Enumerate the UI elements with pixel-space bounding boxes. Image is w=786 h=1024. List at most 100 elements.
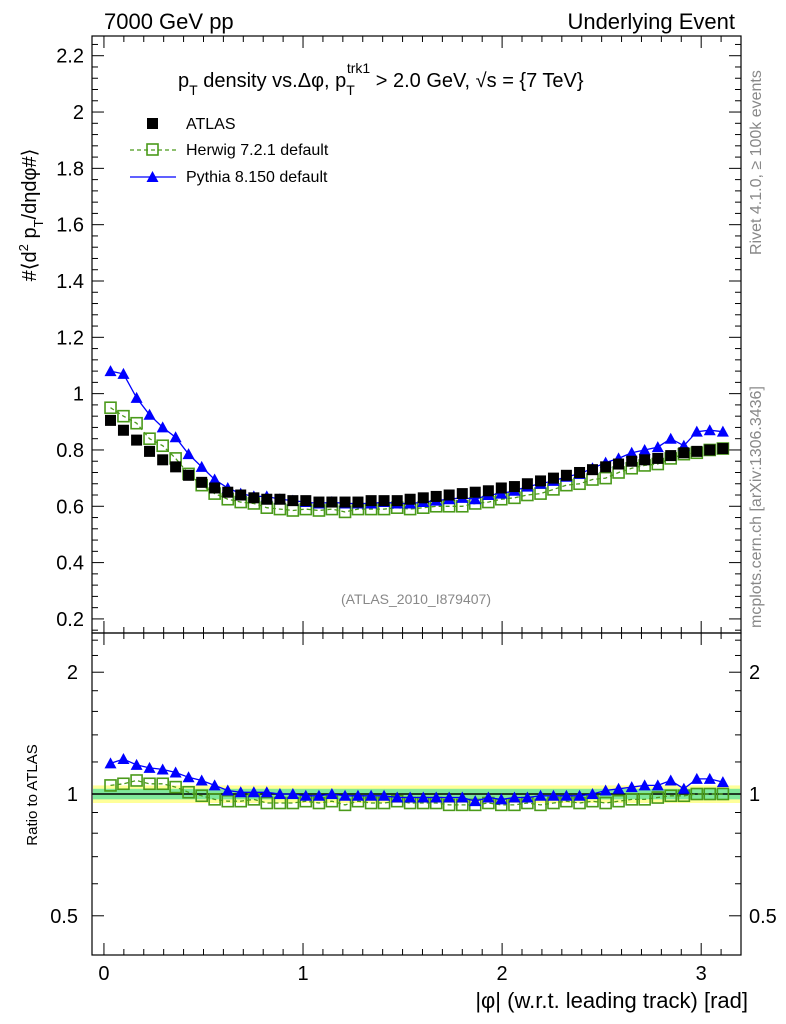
plot-title: pT density vs.Δφ, pTtrk1 > 2.0 GeV, √s =…: [178, 60, 584, 98]
main-point-filled-triangle: [690, 425, 703, 437]
ratio-point-filled-triangle: [365, 789, 378, 801]
ratio-point-open-square: [195, 789, 208, 803]
ratio-ytick-label-right: 2: [749, 662, 760, 684]
ratio-point-filled-triangle: [299, 789, 312, 801]
main-ytick-label: 0.8: [56, 440, 84, 462]
legend-pythia-marker: [146, 171, 159, 182]
ratio-point-filled-triangle: [143, 761, 156, 773]
main-point-filled-square: [261, 493, 273, 505]
main-point-filled-square: [235, 489, 247, 501]
ratio-point-open-square: [638, 793, 651, 806]
main-point-filled-square: [495, 482, 507, 494]
ratio-point-filled-triangle: [508, 791, 521, 803]
main-ylabel: #⟨d2 pT/dηdφ#⟩: [16, 149, 46, 282]
main-point-filled-square: [209, 482, 221, 494]
ratio-ytick-label-right: 1: [749, 784, 760, 806]
main-point-filled-square: [313, 496, 325, 508]
main-point-filled-square: [300, 495, 312, 507]
main-point-filled-triangle: [651, 441, 664, 453]
ratio-point-filled-triangle: [234, 786, 247, 798]
ratio-ytick-label: 1: [67, 784, 78, 806]
main-point-filled-square: [704, 444, 716, 456]
ratio-point-filled-triangle: [169, 766, 182, 778]
main-ytick-label: 2.2: [56, 46, 84, 68]
main-point-filled-square: [105, 414, 117, 426]
ratio-point-filled-triangle: [612, 782, 625, 794]
main-point-open-square: [117, 409, 130, 423]
main-point-filled-square: [378, 495, 390, 507]
ratio-point-filled-triangle: [703, 772, 716, 784]
ratio-point-filled-triangle: [391, 791, 404, 803]
ratio-point-filled-triangle: [325, 788, 338, 799]
ratio-point-filled-triangle: [716, 776, 729, 788]
main-point-filled-triangle: [169, 431, 182, 443]
main-ytick-label: 2: [73, 102, 84, 124]
main-point-open-square: [130, 416, 143, 430]
x-axis-label: |φ| (w.r.t. leading track) [rad]: [475, 988, 748, 1013]
ratio-point-open-square: [703, 787, 717, 801]
ratio-point-open-square: [221, 794, 235, 808]
ratio-point-filled-triangle: [625, 781, 638, 793]
ratio-point-filled-triangle: [482, 791, 495, 803]
main-point-filled-triangle: [703, 424, 716, 436]
ratio-point-open-square: [690, 787, 704, 801]
ratio-point-open-square: [599, 796, 612, 810]
main-point-filled-triangle: [208, 473, 221, 485]
ratio-point-open-square: [260, 796, 274, 810]
legend-pythia-label: Pythia 8.150 default: [186, 169, 328, 186]
main-point-open-square: [156, 439, 169, 453]
main-point-open-square: [143, 432, 156, 445]
x-tick-label: 3: [696, 963, 707, 985]
main-point-filled-square: [144, 445, 156, 457]
main-ytick-label: 1.4: [56, 271, 84, 293]
main-point-filled-square: [157, 454, 169, 466]
main-ytick-label: 0.4: [56, 553, 84, 575]
ratio-point-open-square: [625, 793, 639, 806]
main-point-filled-square: [404, 493, 416, 505]
main-point-filled-triangle: [182, 448, 195, 460]
main-point-filled-square: [574, 466, 586, 478]
main-point-filled-square: [170, 461, 182, 473]
main-point-filled-square: [639, 454, 651, 466]
main-point-filled-square: [274, 493, 286, 505]
chart-marks: 0.2 0.4 0.6 0.8 1 1.2 1.4 1.6 1.8 2 2.2 0 1 2 3 0.5 0.5 1…: [50, 35, 777, 985]
main-point-filled-square: [287, 495, 299, 507]
ratio-point-open-square: [651, 791, 665, 804]
main-point-filled-square: [456, 488, 468, 500]
rivet-label: Rivet 4.1.0, ≥ 100k events: [748, 70, 765, 255]
main-point-filled-square: [482, 485, 494, 497]
main-point-filled-square: [600, 461, 612, 473]
ratio-point-open-square: [143, 777, 156, 791]
ratio-point-filled-triangle: [117, 753, 130, 765]
main-point-filled-triangle: [625, 446, 638, 458]
main-ytick-label: 1: [73, 384, 84, 406]
main-point-filled-square: [691, 445, 703, 457]
main-point-open-square: [104, 401, 117, 415]
main-point-filled-triangle: [195, 460, 208, 472]
main-point-filled-triangle: [638, 443, 651, 455]
ratio-point-open-square: [612, 794, 625, 808]
main-point-filled-triangle: [130, 391, 143, 403]
ratio-point-filled-triangle: [104, 757, 117, 769]
ratio-point-filled-triangle: [208, 779, 221, 791]
ratio-point-open-square: [117, 777, 130, 791]
ratio-point-filled-triangle: [573, 789, 586, 801]
main-point-filled-square: [678, 447, 690, 459]
ratio-point-filled-triangle: [351, 789, 364, 801]
x-tick-label: 0: [98, 963, 109, 985]
ratio-point-filled-triangle: [677, 782, 690, 794]
main-point-filled-triangle: [117, 367, 130, 379]
header-left: 7000 GeV pp: [104, 9, 234, 34]
ratio-ytick-label: 2: [67, 662, 78, 684]
ratio-point-filled-triangle: [690, 772, 703, 784]
ratio-point-filled-triangle: [534, 789, 547, 801]
ratio-point-filled-triangle: [599, 784, 612, 796]
ratio-ytick-label-right: 0.5: [749, 906, 777, 928]
ratio-point-filled-triangle: [495, 793, 508, 805]
legend-atlas-label: ATLAS: [186, 116, 236, 133]
header-right: Underlying Event: [567, 9, 735, 34]
ratio-point-filled-triangle: [247, 786, 260, 798]
ratio-point-open-square: [664, 789, 678, 803]
main-point-filled-triangle: [716, 425, 729, 437]
